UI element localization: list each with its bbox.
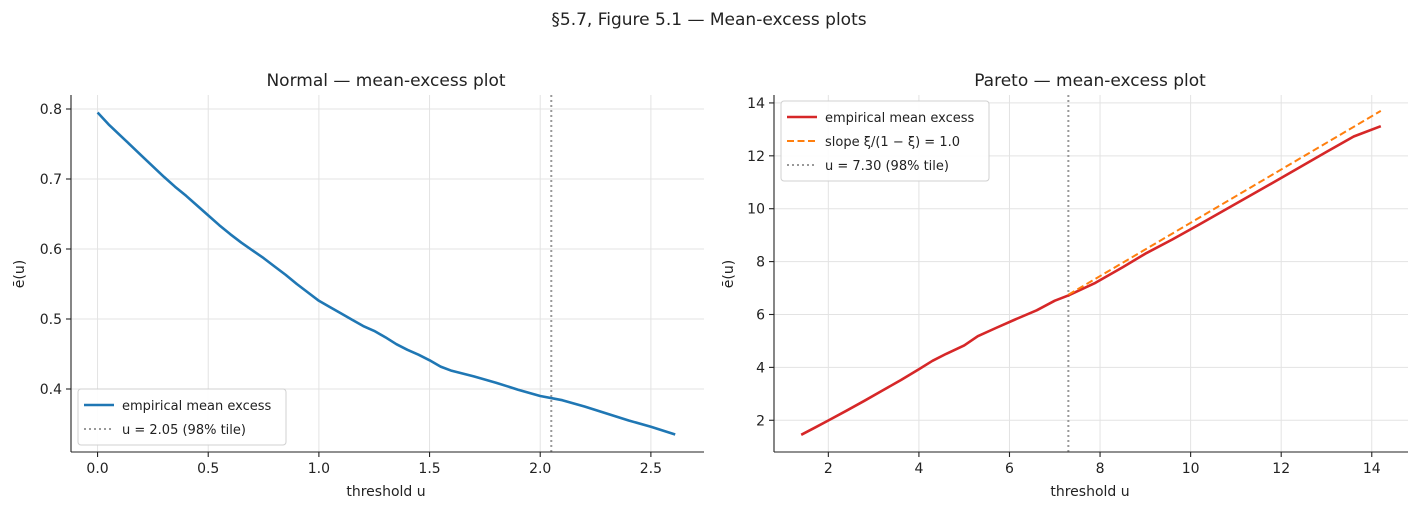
pareto-x-tick-label: 8 <box>1096 461 1105 477</box>
pareto-y-tick-label: 8 <box>756 255 765 271</box>
pareto-chart-panel: Pareto — mean-excess plot 2 4 6 8 10 12 14 2 4 6… <box>721 71 1408 500</box>
pareto-legend-label-2: u = 7.30 (98% tile) <box>825 159 949 174</box>
pareto-y-tick-label: 6 <box>756 307 765 323</box>
normal-y-axis-label: ē(u) <box>12 260 28 288</box>
normal-series <box>96 111 676 436</box>
normal-y-ticks: 0.4 0.5 0.6 0.7 0.8 <box>40 102 71 398</box>
pareto-series-line-0 <box>800 124 1382 436</box>
normal-y-tick-label: 0.4 <box>40 382 62 398</box>
pareto-x-tick-label: 4 <box>914 461 923 477</box>
pareto-x-tick-label: 2 <box>824 461 833 477</box>
normal-x-tick-label: 0.0 <box>86 461 108 477</box>
pareto-x-tick-label: 6 <box>1005 461 1014 477</box>
normal-x-axis-label: threshold u <box>346 484 425 500</box>
normal-x-tick-label: 1.5 <box>418 461 440 477</box>
pareto-y-tick-label: 12 <box>747 149 765 165</box>
normal-x-tick-label: 1.0 <box>308 461 330 477</box>
pareto-x-tick-label: 12 <box>1272 461 1290 477</box>
normal-x-tick-label: 2.0 <box>529 461 551 477</box>
pareto-legend-label-0: empirical mean excess <box>825 111 974 126</box>
pareto-y-tick-label: 10 <box>747 202 765 218</box>
normal-legend-label-0: empirical mean excess <box>122 399 271 414</box>
normal-chart-title: Normal — mean-excess plot <box>266 71 505 91</box>
normal-legend: empirical mean excess u = 2.05 (98% tile) <box>77 388 287 446</box>
pareto-chart-title: Pareto — mean-excess plot <box>974 71 1206 91</box>
normal-x-tick-label: 2.5 <box>640 461 662 477</box>
normal-y-tick-label: 0.8 <box>40 102 62 118</box>
pareto-legend: empirical mean excess slope ξ/(1 − ξ) = 1… <box>780 100 990 182</box>
normal-legend-label-1: u = 2.05 (98% tile) <box>122 423 246 438</box>
normal-y-tick-label: 0.6 <box>40 242 62 258</box>
pareto-y-axis-label: ē(u) <box>721 260 737 288</box>
normal-legend-frame <box>77 388 287 446</box>
pareto-series <box>800 110 1382 436</box>
pareto-x-ticks: 2 4 6 8 10 12 14 <box>824 452 1381 477</box>
normal-x-ticks: 0.0 0.5 1.0 1.5 2.0 2.5 <box>86 452 662 477</box>
pareto-y-tick-label: 2 <box>756 413 765 429</box>
normal-chart-panel: Normal — mean-excess plot 0.0 0.5 1.0 1.5 2.… <box>12 71 704 500</box>
figure-suptitle: §5.7, Figure 5.1 — Mean-excess plots <box>551 10 866 30</box>
pareto-y-tick-label: 14 <box>747 96 765 112</box>
normal-x-tick-label: 0.5 <box>197 461 219 477</box>
pareto-y-tick-label: 4 <box>756 360 765 376</box>
pareto-x-tick-label: 10 <box>1182 461 1200 477</box>
pareto-x-axis-label: threshold u <box>1050 484 1129 500</box>
pareto-legend-frame <box>780 100 990 182</box>
normal-series-line-0 <box>96 111 676 436</box>
pareto-legend-label-1: slope ξ/(1 − ξ) = 1.0 <box>825 135 960 150</box>
pareto-series-line-1 <box>1067 110 1382 296</box>
normal-y-tick-label: 0.5 <box>40 312 62 328</box>
pareto-y-ticks: 2 4 6 8 10 12 14 <box>747 96 774 429</box>
normal-y-tick-label: 0.7 <box>40 172 62 188</box>
normal-axes-spines <box>70 95 704 453</box>
pareto-axes-spines <box>773 95 1408 453</box>
pareto-x-tick-label: 14 <box>1363 461 1381 477</box>
